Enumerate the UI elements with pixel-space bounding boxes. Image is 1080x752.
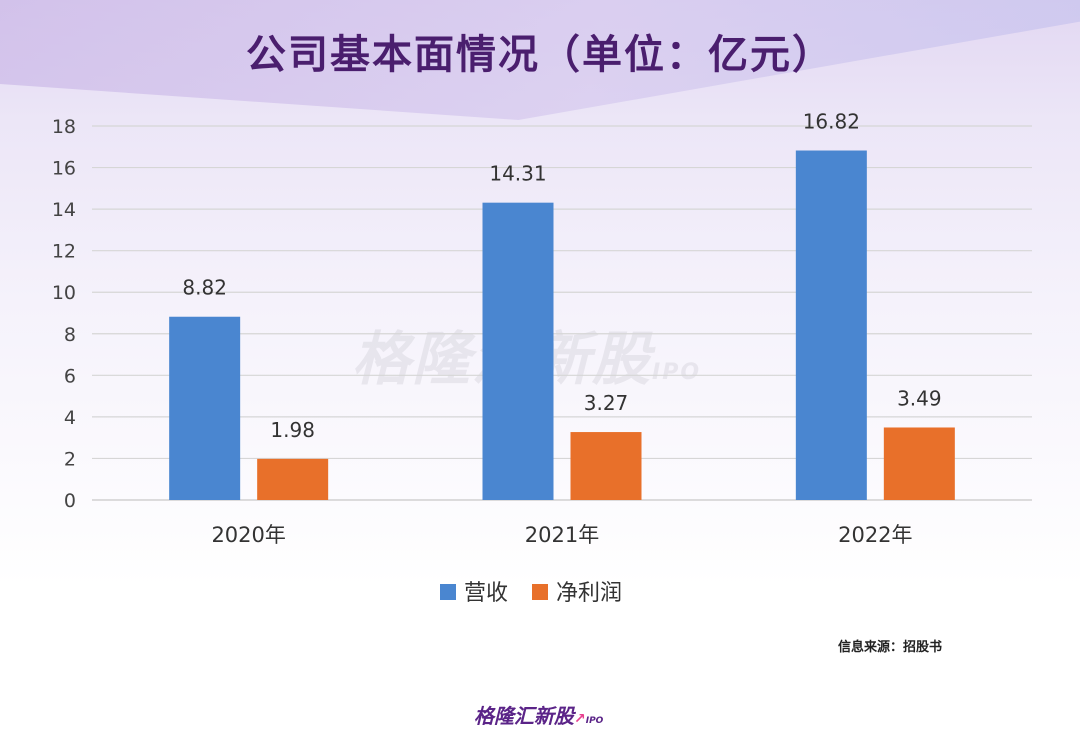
y-tick-label: 16 (52, 158, 76, 180)
arrow-icon: ↗ (574, 711, 586, 727)
y-tick-label: 10 (52, 282, 76, 304)
bar-revenue (482, 202, 554, 501)
y-tick-label: 8 (64, 324, 76, 346)
legend-swatch (440, 584, 456, 600)
data-label: 16.82 (803, 110, 860, 134)
data-label: 14.31 (489, 162, 546, 186)
legend-label: 营收 (464, 581, 508, 606)
brand-logo: 格隆汇新股↗IPO (474, 700, 603, 729)
watermark-ipo: IPO (652, 360, 702, 385)
bar-net-profit (570, 432, 642, 500)
brand-logo-ipo: IPO (585, 716, 604, 726)
y-tick-label: 2 (64, 448, 76, 470)
x-category-label: 2022年 (838, 523, 912, 547)
y-tick-label: 12 (52, 241, 76, 263)
bar-revenue (169, 316, 241, 500)
y-tick-label: 4 (64, 407, 76, 429)
y-tick-label: 0 (64, 490, 76, 512)
y-tick-label: 14 (52, 199, 76, 221)
y-tick-label: 6 (64, 365, 76, 387)
data-label: 8.82 (182, 276, 227, 300)
bar-net-profit (883, 427, 955, 500)
x-category-label: 2020年 (211, 523, 285, 547)
legend-swatch (532, 584, 548, 600)
data-label: 1.98 (270, 418, 315, 442)
chart-title: 公司基本面情况（单位：亿元） (246, 31, 834, 78)
brand-logo-text: 格隆汇新股 (474, 704, 574, 728)
source-note: 信息来源：招股书 (837, 640, 942, 655)
bar-revenue (795, 150, 867, 501)
legend-label: 净利润 (556, 581, 622, 606)
data-label: 3.27 (584, 391, 629, 415)
x-category-label: 2021年 (525, 523, 599, 547)
y-tick-label: 18 (52, 116, 76, 138)
bar-net-profit (257, 458, 329, 500)
data-label: 3.49 (897, 386, 942, 410)
